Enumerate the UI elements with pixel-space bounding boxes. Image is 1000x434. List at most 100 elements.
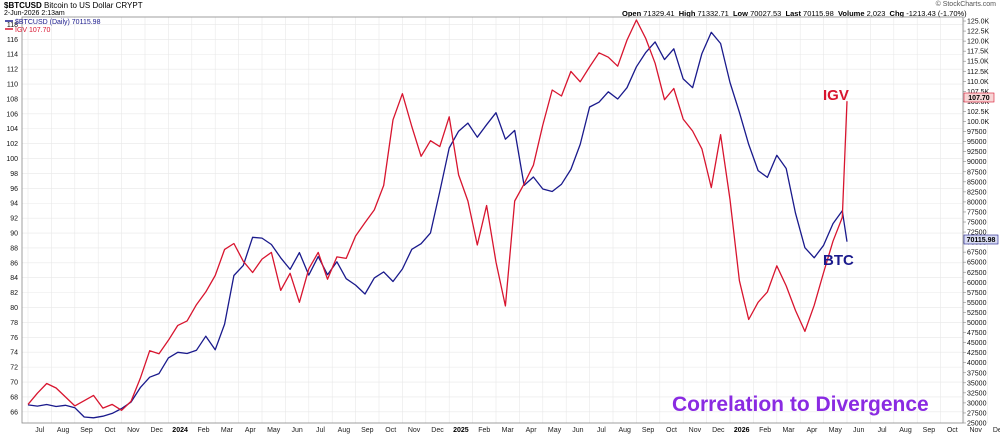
x-tick-label: Dec [150, 427, 163, 434]
x-tick-label: 2025 [453, 427, 469, 434]
x-tick-label: Sep [80, 427, 93, 434]
x-tick-label: Apr [526, 427, 538, 434]
y-right-tick-label: 95000 [967, 139, 987, 146]
x-tick-label: Mar [782, 427, 795, 434]
y-right-tick-label: 32500 [967, 390, 987, 397]
x-tick-label: Oct [947, 427, 958, 434]
x-tick-label: Jul [35, 427, 44, 434]
right-axis: 25000 27500 30000 32500 35000 37500 40000 42500… [963, 19, 990, 428]
btc-tag-value: 70115.98 [967, 237, 996, 244]
igv-legend-label: IGV 107.70 [15, 27, 51, 34]
y-right-tick-label: 87500 [967, 169, 987, 176]
btc-legend-label: $BTCUSD (Daily) 70115.98 [15, 19, 101, 26]
x-tick-label: Apr [806, 427, 818, 434]
x-tick-label: Sep [923, 427, 936, 434]
x-tick-label: Dec [712, 427, 725, 434]
y-right-tick-label: 102.5K [967, 109, 990, 116]
btc-annotation: BTC [823, 252, 854, 269]
y-right-tick-label: 60000 [967, 280, 987, 287]
volume-value: 2,023 [866, 9, 886, 18]
x-tick-label: Mar [221, 427, 234, 434]
x-tick-label: Jul [597, 427, 606, 434]
y-right-tick-label: 55000 [967, 300, 987, 307]
y-left-tick-label: 92 [10, 216, 18, 223]
ohlc-readout: Open 71329.41 High 71332.71 Low 70027.53… [622, 9, 967, 18]
y-left-tick-label: 110 [7, 82, 18, 89]
x-tick-label: Mar [502, 427, 515, 434]
y-right-tick-label: 75000 [967, 220, 987, 227]
y-right-tick-label: 67500 [967, 250, 987, 257]
y-left-tick-label: 102 [6, 141, 18, 148]
chg-label: Chg [889, 9, 905, 18]
symbol-description: Bitcoin to US Dollar [44, 1, 114, 10]
y-left-tick-label: 76 [10, 335, 18, 342]
plot-frame [21, 16, 964, 424]
btc-current-tag: 70115.98 [963, 234, 999, 245]
x-tick-label: Aug [338, 427, 351, 434]
y-left-tick-label: 98 [10, 171, 18, 178]
x-tick-label: Apr [245, 427, 257, 434]
x-tick-label: Jun [572, 427, 583, 434]
y-right-tick-label: 90000 [967, 159, 987, 166]
btc-tag-box [963, 234, 999, 245]
y-right-tick-label: 80000 [967, 199, 987, 206]
symbol: $BTCUSD [4, 1, 42, 10]
chart-datetime: 2-Jun-2026 2:13am [4, 10, 65, 17]
x-tick-label: Jun [291, 427, 302, 434]
stockcharts-brand: © StockCharts.com [935, 1, 996, 8]
x-tick-label: Sep [361, 427, 374, 434]
y-right-tick-label: 65000 [967, 260, 987, 267]
y-right-tick-label: 42500 [967, 350, 987, 357]
high-label: High [678, 9, 696, 18]
y-left-tick-label: 78 [10, 320, 18, 327]
y-right-tick-label: 27500 [967, 410, 987, 417]
x-tick-label: Jul [878, 427, 887, 434]
igv-current-tag: 107.70 [963, 92, 995, 103]
y-left-tick-label: 114 [7, 52, 18, 59]
y-left-tick-label: 70 [10, 380, 18, 387]
y-left-tick-label: 96 [10, 186, 18, 193]
x-tick-label: Aug [618, 427, 631, 434]
y-left-tick-label: 116 [7, 37, 18, 44]
y-right-tick-label: 105.0K [967, 99, 990, 106]
low-label: Low [732, 9, 748, 18]
y-right-tick-label: 35000 [967, 380, 987, 387]
y-right-tick-label: 37500 [967, 370, 987, 377]
y-left-tick-label: 90 [10, 231, 18, 238]
open-label: Open [622, 9, 642, 18]
y-left-tick-label: 86 [10, 260, 18, 267]
volume-label: Volume [837, 9, 865, 18]
x-tick-label: Sep [642, 427, 655, 434]
y-left-tick-label: 66 [10, 409, 18, 416]
y-left-tick-label: 112 [7, 67, 18, 74]
grid [22, 17, 988, 423]
x-tick-label: May [548, 427, 562, 434]
y-left-tick-label: 80 [10, 305, 18, 312]
y-left-tick-label: 74 [10, 350, 18, 357]
y-left-tick-label: 100 [6, 156, 18, 163]
x-tick-label: Jun [853, 427, 864, 434]
x-axis: Jul Aug Sep Oct Nov Dec 2024 Feb Mar Apr May Jun Jul… [35, 427, 1000, 434]
y-right-tick-label: 110.0K [967, 79, 989, 86]
y-right-tick-label: 115.0K [967, 59, 989, 66]
y-right-tick-label: 25000 [967, 421, 987, 428]
last-label: Last [785, 9, 801, 18]
x-tick-label: Oct [385, 427, 396, 434]
last-value: 70115.98 [803, 9, 834, 18]
x-tick-label: 2026 [734, 427, 750, 434]
y-left-tick-label: 68 [10, 394, 18, 401]
series-layer [27, 19, 848, 419]
high-value: 71332.71 [697, 9, 729, 18]
x-tick-label: Oct [666, 427, 677, 434]
y-right-tick-label: 112.5K [967, 69, 989, 76]
x-tick-label: Feb [759, 427, 771, 434]
y-right-tick-label: 30000 [967, 400, 987, 407]
y-right-tick-label: 125.0K [967, 19, 990, 26]
x-tick-label: Dec [993, 427, 1000, 434]
x-tick-label: May [267, 427, 281, 434]
igv-tag-value: 107.70 [968, 95, 990, 102]
y-right-tick-label: 50000 [967, 320, 987, 327]
y-right-tick-label: 82500 [967, 189, 987, 196]
x-tick-label: Aug [57, 427, 70, 434]
y-right-tick-label: 100.0K [967, 119, 990, 126]
